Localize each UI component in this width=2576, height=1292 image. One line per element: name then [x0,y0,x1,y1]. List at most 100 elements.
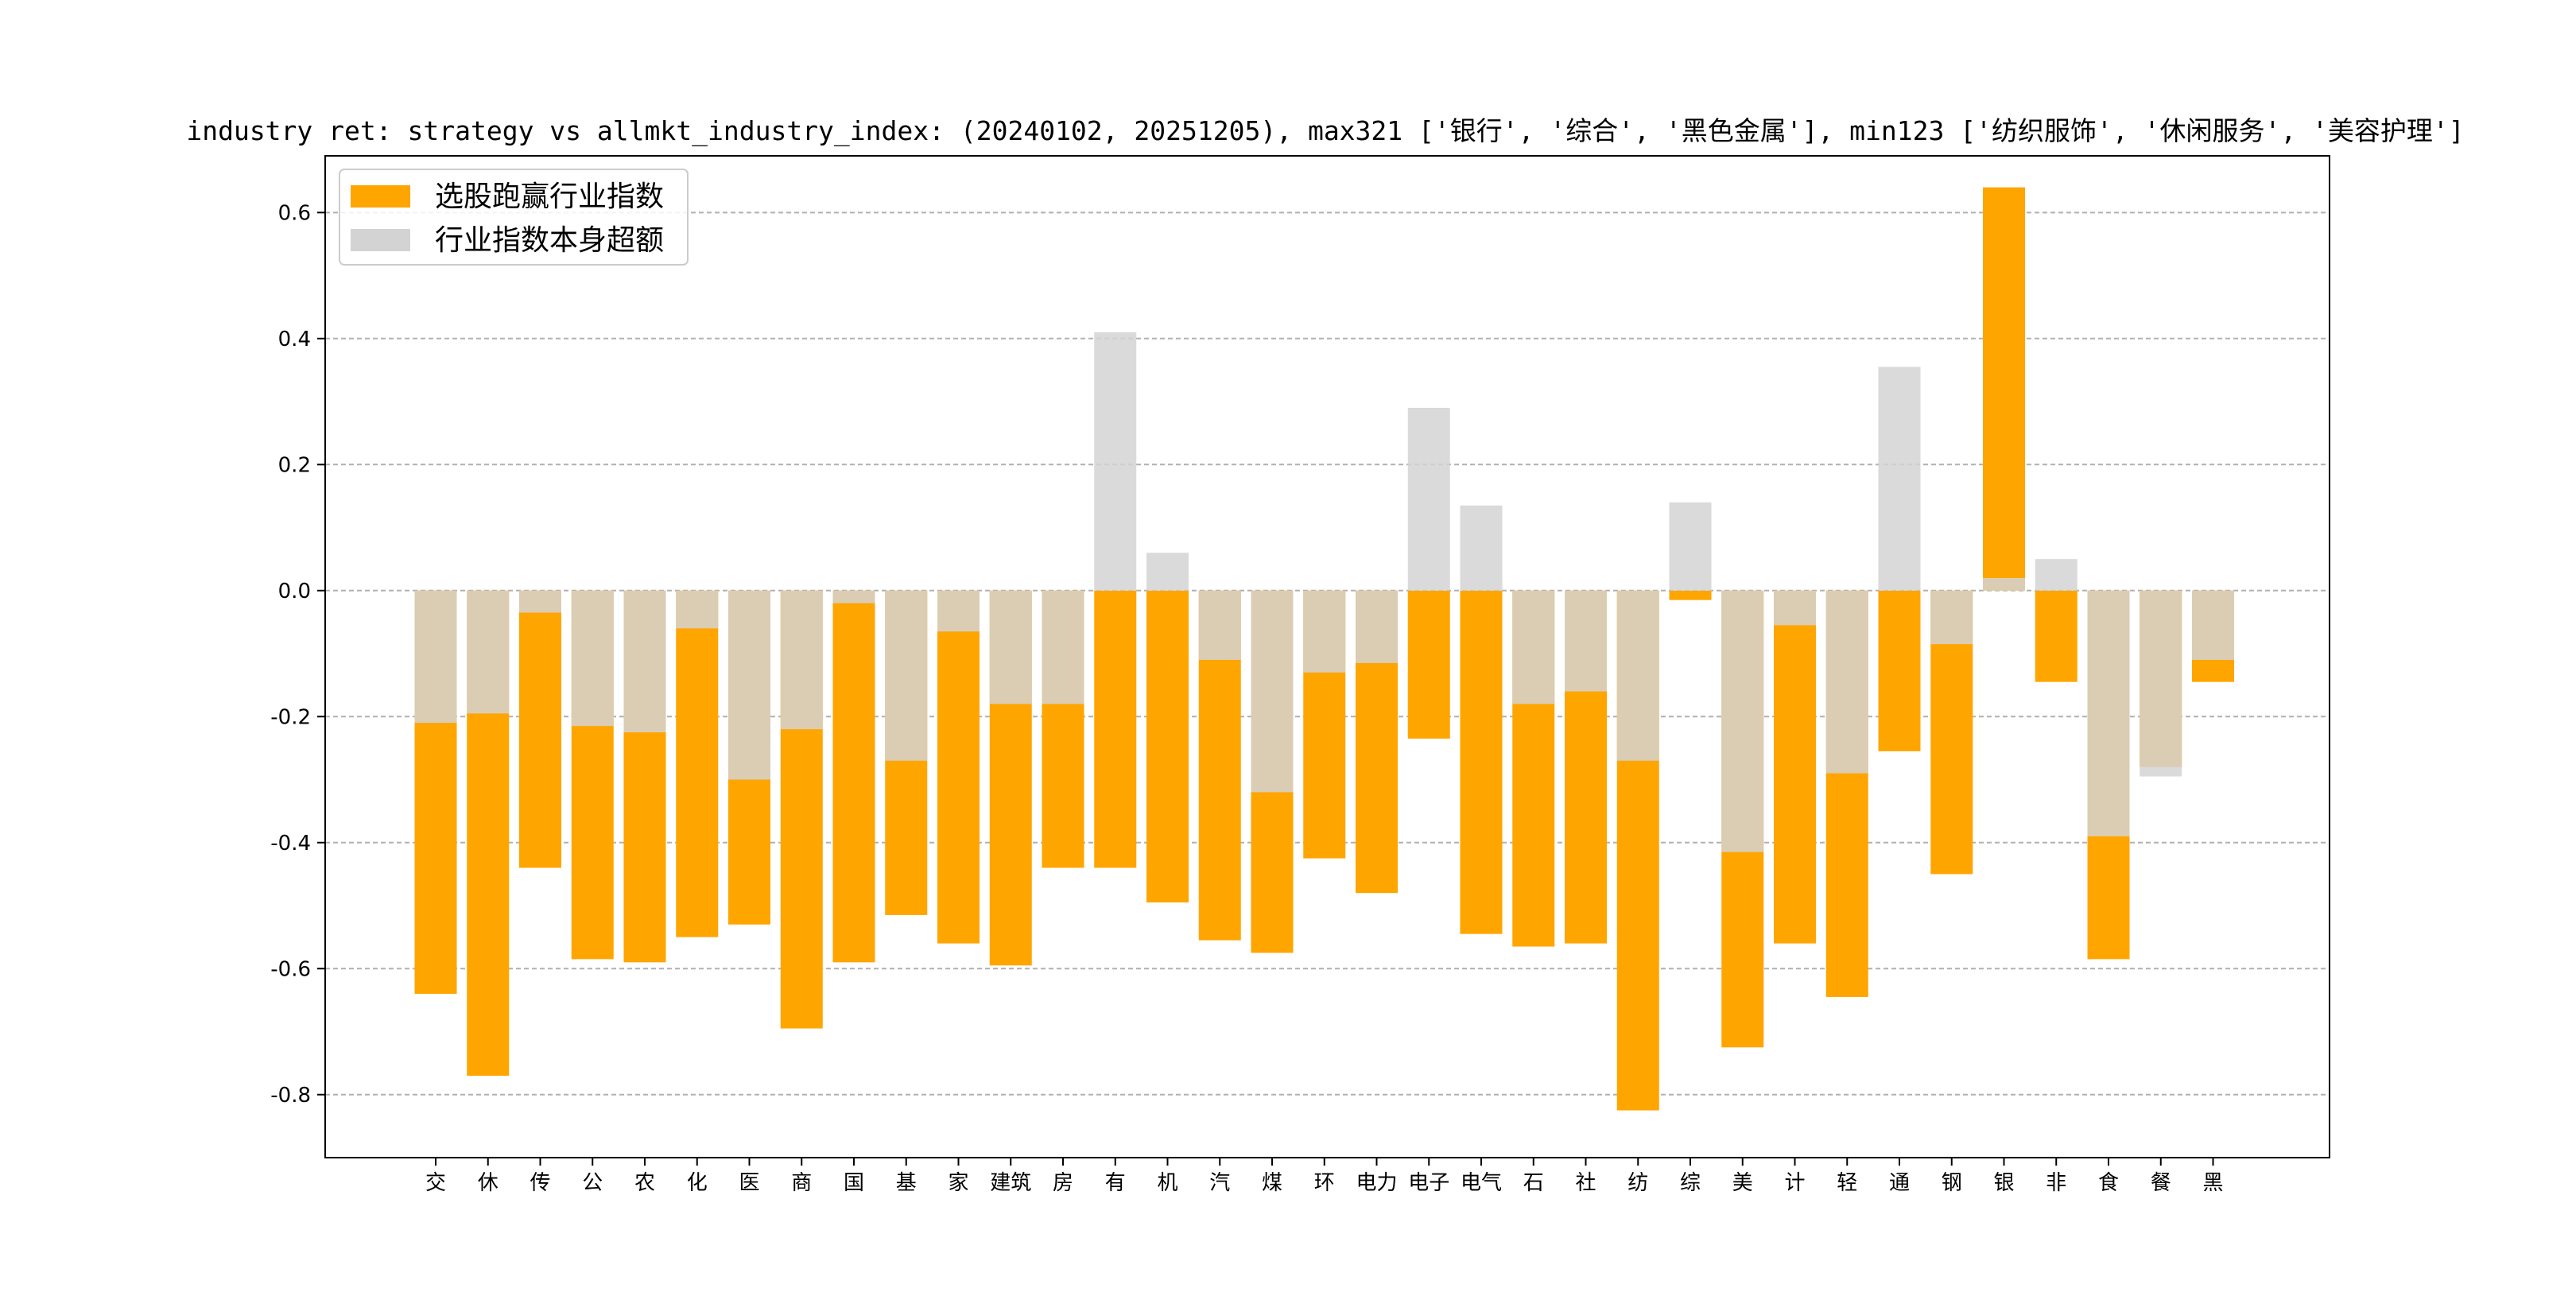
legend-label-strategy: 选股跑赢行业指数 [435,180,664,213]
x-tick-label: 食 [2098,1171,2119,1195]
bar-industry-excess [571,590,614,727]
bar-industry-excess [937,590,980,632]
bar-industry-excess [1721,590,1764,852]
bars-layer [414,187,2234,1111]
y-tick-label: 0.4 [278,328,311,351]
x-tick-label: 综 [1680,1171,1701,1195]
plot-frame [324,155,2330,1158]
x-tick-label: 黑 [2202,1171,2223,1195]
bar-industry-excess [467,590,510,714]
x-tick-label: 医 [739,1171,759,1195]
x-tick-label: 机 [1157,1171,1177,1195]
bar-industry-excess [1146,553,1189,591]
axis-layer: -0.8 -0.6 -0.4 -0.2 0.0 0.2 0.4 0.6 交 休 传 公 农 化 医 商 国 基 家建… [270,201,2223,1195]
bar-strategy [1774,590,1816,944]
x-tick-label: 社 [1575,1171,1596,1195]
x-tick-label: 休 [478,1171,499,1195]
bar-industry-excess [1198,590,1241,660]
bar-industry-excess [1983,577,2025,591]
legend-swatch-industry-excess [351,229,410,251]
x-tick-label: 交 [425,1171,446,1195]
bar-industry-excess [2035,559,2077,591]
x-tick-label: 美 [1732,1171,1753,1195]
bar-industry-excess [1356,590,1398,663]
bar-industry-excess [2087,590,2130,836]
legend: 选股跑赢行业指数 行业指数本身超额 [339,169,689,266]
x-tick-label: 房 [1053,1171,1073,1195]
bar-industry-excess [1774,590,1816,626]
bar-industry-excess [1930,590,1973,645]
bar-strategy [676,590,719,937]
bar-strategy [1669,590,1712,600]
x-tick-label: 国 [844,1171,864,1195]
bar-industry-excess [1669,502,1712,591]
x-tick-label: 银 [1993,1171,2014,1195]
bar-industry-excess [1616,590,1659,761]
bar-strategy [832,590,875,963]
bar-industry-excess [832,590,875,603]
bar-strategy [1878,590,1921,751]
x-tick-label: 农 [634,1171,655,1195]
legend-label-industry-excess: 行业指数本身超额 [435,224,664,257]
x-tick-label: 纺 [1627,1171,1648,1195]
bar-strategy [519,590,561,868]
y-tick-label: -0.6 [270,957,311,981]
bar-strategy [1146,590,1189,903]
x-tick-label: 商 [791,1171,812,1195]
x-tick-label: 化 [687,1171,708,1195]
chart-title: industry ret: strategy vs allmkt_industr… [186,115,2464,147]
y-tick-label: 0.2 [278,453,311,477]
x-tick-label: 通 [1889,1171,1910,1195]
bar-industry-excess [1042,590,1084,704]
bar-industry-excess [1878,367,1921,591]
bar-industry-excess [676,590,719,629]
x-tick-label: 建筑 [990,1171,1031,1195]
bar-industry-excess [989,590,1032,704]
y-tick-label: -0.4 [270,832,311,856]
y-tick-label: 0.0 [278,580,311,603]
bar-industry-excess [1407,407,1450,591]
x-tick-label: 有 [1105,1171,1126,1195]
x-tick-label: 非 [2046,1171,2066,1195]
bar-industry-excess [2140,590,2182,777]
x-tick-label: 电子 [1408,1171,1449,1195]
x-tick-label: 石 [1523,1171,1544,1195]
legend-box [339,169,689,266]
x-tick-label: 钢 [1942,1171,1962,1195]
x-tick-label: 餐 [2151,1171,2171,1195]
bar-industry-excess [623,590,666,733]
x-tick-label: 煤 [1262,1171,1282,1195]
x-tick-label: 环 [1314,1171,1335,1195]
x-tick-label: 基 [896,1171,917,1195]
bar-industry-excess [1825,590,1868,774]
bar-industry-excess [885,590,928,761]
y-tick-label: 0.6 [278,201,311,225]
bar-industry-excess [1094,332,1137,591]
bar-industry-excess [1460,505,1503,591]
bar-industry-excess [414,590,457,724]
legend-swatch-strategy [351,185,410,208]
bar-strategy [937,590,980,944]
bar-strategy [1983,187,2025,591]
x-tick-label: 家 [948,1171,968,1195]
bar-industry-excess [1512,590,1555,704]
y-tick-label: -0.8 [270,1084,311,1108]
y-tick-label: -0.2 [270,705,311,729]
bar-strategy [1407,590,1450,739]
bar-industry-excess [780,590,823,730]
bar-strategy [1460,590,1503,934]
bar-strategy [2035,590,2077,682]
x-tick-label: 电气 [1461,1171,1502,1195]
bar-industry-excess [2192,590,2234,660]
x-tick-label: 公 [582,1171,603,1195]
x-tick-label: 汽 [1209,1171,1230,1195]
bar-industry-excess [728,590,770,780]
bar-strategy [1094,590,1137,868]
bar-industry-excess [519,590,561,613]
x-tick-label: 电力 [1356,1171,1397,1195]
x-tick-label: 传 [530,1171,550,1195]
x-tick-label: 轻 [1837,1171,1857,1195]
bar-industry-excess [1251,590,1294,793]
